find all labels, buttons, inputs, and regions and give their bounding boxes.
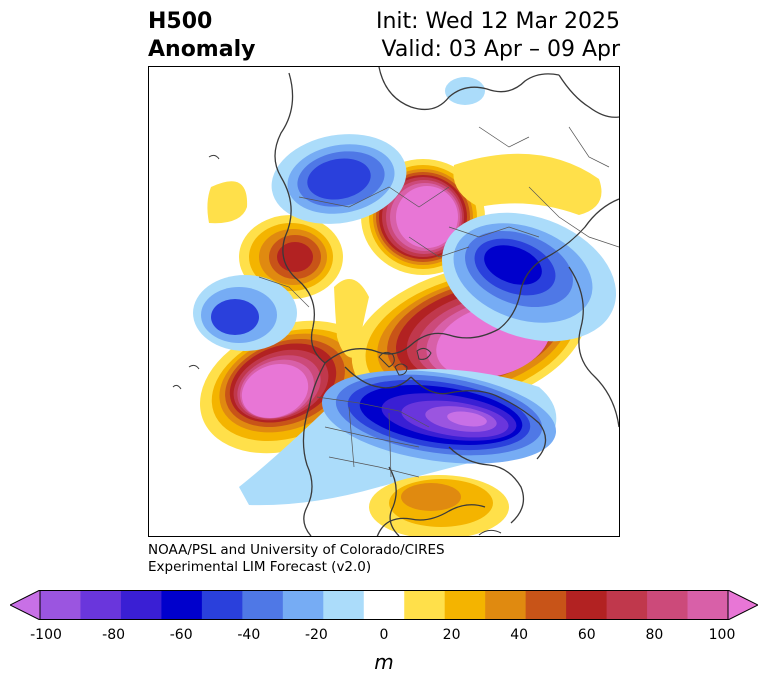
colorbar-segment <box>40 590 81 620</box>
colorbar-tick-label: -40 <box>237 627 261 643</box>
colorbar-segment <box>404 590 446 620</box>
coastlines <box>274 67 619 536</box>
colorbar-tick-label: 40 <box>510 627 529 643</box>
colorbar-extend-left <box>10 590 41 620</box>
init-date: Init: Wed 12 Mar 2025 <box>375 9 620 34</box>
negative-anomaly-small-pocket <box>445 77 485 105</box>
colorbar-segment <box>201 590 243 620</box>
negative-anomaly-southern-trough <box>239 369 557 506</box>
negative-anomaly-northeast <box>441 212 617 342</box>
positive-anomaly-arctic-connector <box>334 279 369 358</box>
colorbar-segment <box>606 590 648 620</box>
colorbar-segment <box>323 590 365 620</box>
colorbar-segment <box>161 590 203 620</box>
colorbar-tick-label: -60 <box>169 627 193 643</box>
valid-range: Valid: 03 Apr – 09 Apr <box>381 37 621 62</box>
variable-title: H500 <box>148 9 213 34</box>
colorbar-segment <box>120 590 162 620</box>
colorbar-tick-label: 100 <box>708 627 736 643</box>
variable-subtitle: Anomaly <box>148 37 256 62</box>
credit-text: NOAA/PSL and University of Colorado/CIRE… <box>148 542 445 576</box>
colorbar-tick-label: -20 <box>304 627 328 643</box>
colorbar-segment <box>485 590 527 620</box>
map-panel <box>148 66 620 537</box>
credit-line-1: NOAA/PSL and University of Colorado/CIRE… <box>148 542 445 558</box>
colorbar-segment <box>566 590 608 620</box>
colorbar-outline <box>39 590 729 620</box>
colorbar-extend-right <box>727 590 758 620</box>
negative-anomaly-west-pacific <box>193 275 297 351</box>
colorbar-units-label: m <box>374 650 394 674</box>
colorbar-segment <box>687 590 729 620</box>
positive-anomaly-east-asia <box>453 153 602 215</box>
islands <box>172 154 502 536</box>
colorbar-tick-label: 20 <box>442 627 461 643</box>
colorbar-segment <box>525 590 567 620</box>
title-left: H500 Anomaly <box>148 8 255 64</box>
colorbar-segment <box>444 590 486 620</box>
colorbar-segment <box>647 590 689 620</box>
positive-anomaly-subtropics <box>369 475 509 536</box>
colorbar-tick-label: -100 <box>30 627 62 643</box>
colorbar-segment <box>363 590 405 620</box>
colorbar-tick-label: 60 <box>577 627 596 643</box>
colorbar-tick-label: 0 <box>379 627 389 643</box>
title-right: Init: Wed 12 Mar 2025 Valid: 03 Apr – 09… <box>376 8 620 64</box>
colorbar <box>10 590 758 620</box>
positive-anomaly-north-pacific <box>207 181 248 224</box>
colorbar-segment <box>242 590 284 620</box>
colorbar-tick-label: 80 <box>645 627 664 643</box>
negative-anomaly-northeast-asia <box>271 134 407 224</box>
political-borders <box>258 126 619 478</box>
anomaly-map <box>149 67 619 536</box>
colorbar-tick-label: -80 <box>102 627 126 643</box>
credit-line-2: Experimental LIM Forecast (v2.0) <box>148 559 372 575</box>
colorbar-segment <box>80 590 122 620</box>
colorbar-segment <box>282 590 324 620</box>
